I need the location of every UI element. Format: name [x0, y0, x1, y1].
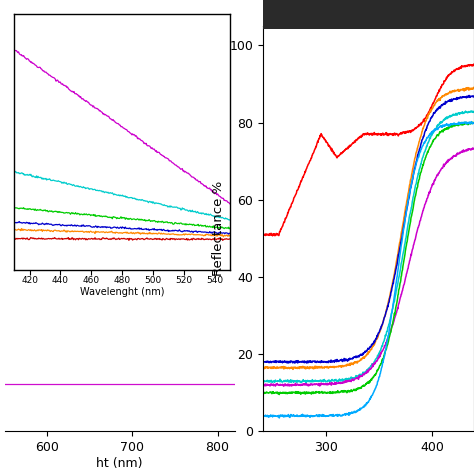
X-axis label: ht (nm): ht (nm): [96, 457, 143, 470]
X-axis label: Wavelenght (nm): Wavelenght (nm): [80, 287, 164, 297]
Y-axis label: Reflectance %: Reflectance %: [212, 181, 225, 276]
